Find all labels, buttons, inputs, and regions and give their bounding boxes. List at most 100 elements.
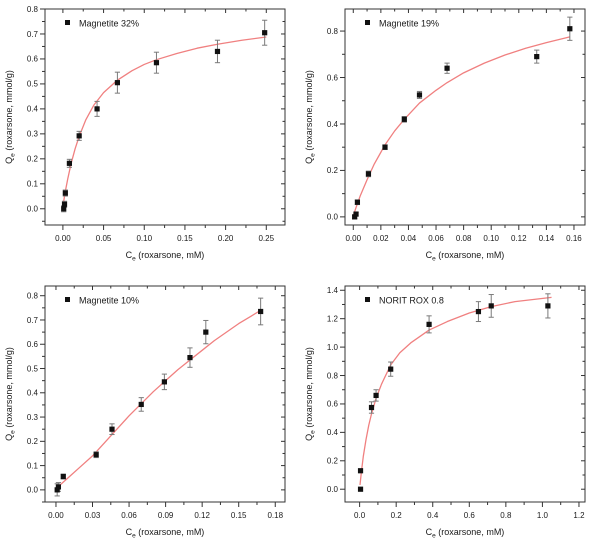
panel-norit-rox-08: 0.0 0.2 0.4 0.6 0.8 1.0 1.2 0.0 0.2 0.4 0.6 0.8 1.0 1… <box>300 277 600 554</box>
y-axis-title: Qe (roxarsone, mmol/g) <box>4 347 17 441</box>
data-point <box>61 206 67 212</box>
data-point <box>357 468 364 474</box>
y-tick-label: 0.8 <box>327 371 339 380</box>
data-point <box>545 303 551 309</box>
data-point <box>54 487 60 493</box>
plot-frame <box>44 8 286 226</box>
fit-curve-group <box>62 36 267 207</box>
y-tick-label: 0.5 <box>27 80 39 89</box>
x-tick-label: 0.16 <box>566 234 582 243</box>
data-point <box>214 48 221 55</box>
data-points <box>357 303 551 492</box>
data-point <box>567 26 573 32</box>
legend-label: Magnetite 32% <box>79 19 139 29</box>
y-tick-label: 1.4 <box>327 286 339 295</box>
fit-curve-group <box>55 309 261 490</box>
fit-curve <box>359 296 552 486</box>
data-point <box>444 65 450 71</box>
y-tick-label: 0.6 <box>327 400 339 409</box>
data-point <box>76 133 82 139</box>
data-point <box>60 473 66 480</box>
y-tick-label: 1.0 <box>327 343 339 352</box>
y-tick-label: 0.3 <box>27 130 39 139</box>
x-tick-label: 0.06 <box>428 234 444 243</box>
y-tick-label: 0.8 <box>27 292 39 301</box>
y-tick-label: 0.4 <box>327 428 339 437</box>
data-point <box>475 308 482 315</box>
plot-frame <box>344 8 586 226</box>
data-point <box>262 30 268 36</box>
y-tick-label: 0.7 <box>27 30 39 39</box>
data-point <box>66 160 73 166</box>
axis-ticks <box>340 9 585 230</box>
y-tick-label: 0.2 <box>27 437 39 446</box>
data-point <box>203 329 209 335</box>
y-tick-label: 0.7 <box>27 316 39 325</box>
y-tick-label: 0.1 <box>27 461 39 470</box>
x-tick-label: 1.0 <box>537 511 549 520</box>
panel-magnetite-19: 0.00 0.02 0.04 0.06 0.08 0.10 0.12 0.14 0.16 0.0 0… <box>300 0 600 277</box>
tick-labels: 0.00 0.05 0.10 0.15 0.20 0.25 0.0 0.1 0.2 0.3 0.4 0… <box>27 5 275 243</box>
x-tick-label: 0.03 <box>85 511 101 520</box>
data-point <box>187 354 193 361</box>
x-tick-label: 0.00 <box>345 234 361 243</box>
data-point <box>488 303 494 309</box>
axis-ticks <box>340 286 585 507</box>
legend: Magnetite 32% <box>65 19 139 29</box>
x-tick-label: 0.08 <box>456 234 472 243</box>
y-tick-label: 0.5 <box>27 364 39 373</box>
y-tick-label: 1.2 <box>327 314 339 323</box>
y-axis-title: Qe (roxarsone, mmol/g) <box>304 347 317 441</box>
data-point <box>373 392 379 399</box>
x-tick-label: 0.09 <box>158 511 174 520</box>
error-bars <box>352 16 573 220</box>
x-axis-title: Ce (roxarsone, mM) <box>126 250 205 263</box>
data-point <box>93 452 99 458</box>
axis-ticks <box>40 8 285 230</box>
x-tick-label: 0.4 <box>427 511 439 520</box>
y-tick-label: 0.4 <box>27 389 39 398</box>
data-point <box>161 379 167 385</box>
chart-magnetite-32: 0.00 0.05 0.10 0.15 0.20 0.25 0.0 0.1 0.2 0.3 0.4 0… <box>4 5 286 263</box>
data-point <box>94 106 100 112</box>
tick-labels: 0.00 0.03 0.06 0.09 0.12 0.15 0.18 0.0 0.1 0.2 0.3… <box>27 292 284 520</box>
y-tick-label: 0.0 <box>327 485 339 494</box>
y-tick-label: 0.2 <box>327 457 339 466</box>
fit-curve <box>62 36 267 207</box>
tick-labels: 0.00 0.02 0.04 0.06 0.08 0.10 0.12 0.14 0.16 0.0 0… <box>327 27 582 243</box>
data-point <box>401 116 407 122</box>
fit-curve <box>352 36 570 216</box>
x-tick-label: 0.05 <box>96 234 112 243</box>
x-tick-label: 0.00 <box>48 511 64 520</box>
x-tick-label: 0.00 <box>55 234 71 243</box>
error-bars <box>368 293 551 414</box>
data-point <box>354 199 361 205</box>
x-tick-label: 0.12 <box>511 234 527 243</box>
legend-label: NORIT ROX 0.8 <box>379 296 444 306</box>
legend-label: Magnetite 10% <box>79 296 139 306</box>
legend-marker <box>365 20 370 25</box>
data-point <box>352 214 358 220</box>
y-tick-label: 0.4 <box>327 120 339 129</box>
data-point <box>153 60 160 66</box>
y-tick-label: 0.6 <box>27 340 39 349</box>
y-tick-label: 0.0 <box>27 205 39 214</box>
data-point <box>138 401 144 408</box>
data-point <box>61 201 68 207</box>
legend: Magnetite 10% <box>65 296 139 306</box>
x-axis-title: Ce (roxarsone, mM) <box>426 527 505 540</box>
y-tick-label: 0.2 <box>327 166 339 175</box>
chart-magnetite-10: 0.00 0.03 0.06 0.09 0.12 0.15 0.18 0.0 0.1 0.2 0.3… <box>4 285 286 540</box>
legend: NORIT ROX 0.8 <box>365 296 444 306</box>
x-axis-title: Ce (roxarsone, mM) <box>126 527 205 540</box>
legend-marker <box>65 297 70 302</box>
legend: Magnetite 19% <box>365 19 439 29</box>
x-tick-label: 0.2 <box>391 511 403 520</box>
data-point <box>426 321 432 327</box>
data-point <box>258 308 264 315</box>
data-point <box>62 190 68 196</box>
y-tick-label: 0.6 <box>27 55 39 64</box>
plot-frame <box>344 285 586 503</box>
data-points <box>352 26 573 220</box>
